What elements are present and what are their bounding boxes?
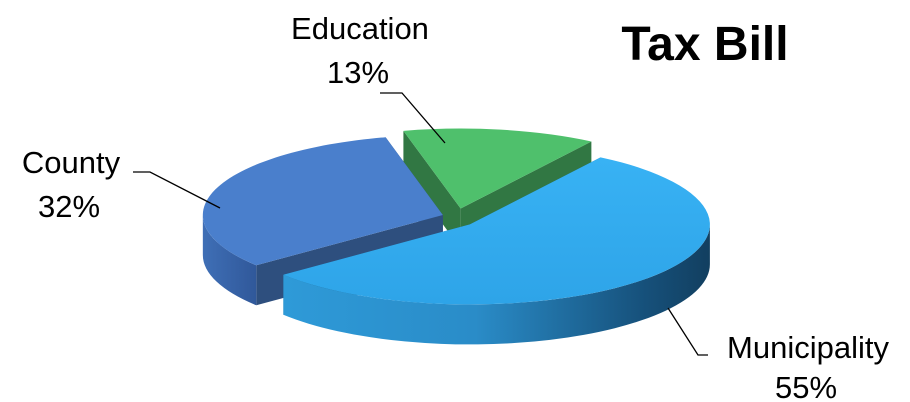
leader-lines — [133, 92, 708, 356]
chart-title: Tax Bill — [621, 18, 788, 71]
label-value-county: 32% — [38, 189, 100, 224]
slice-side-county — [202, 214, 257, 306]
label-value-municipality: 55% — [775, 370, 837, 402]
leader-line-education — [380, 92, 446, 144]
pie-slices — [202, 128, 710, 345]
slice-side-municipality — [283, 224, 710, 345]
leader-line-county — [133, 171, 221, 209]
slice-top-education — [403, 128, 592, 209]
slice-wall-education — [403, 130, 461, 249]
leader-line-municipality — [667, 307, 708, 356]
slice-municipality — [283, 157, 710, 345]
label-value-education: 13% — [327, 55, 389, 90]
label-name-education: Education — [291, 11, 429, 46]
slice-labels: Education 13% County 32% Municipality 55… — [22, 11, 890, 402]
label-name-county: County — [22, 145, 121, 180]
label-name-municipality: Municipality — [727, 330, 889, 365]
slice-top-municipality — [283, 157, 710, 305]
slice-top-county — [202, 137, 443, 266]
